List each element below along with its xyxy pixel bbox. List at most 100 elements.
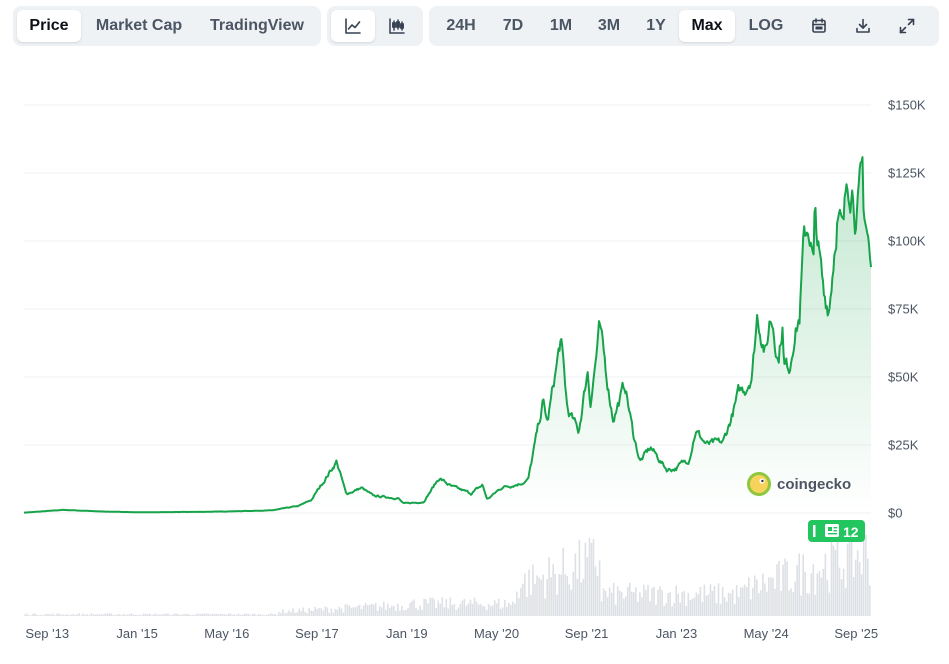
tab-price[interactable]: Price (17, 10, 81, 42)
volume-bar (612, 582, 615, 616)
volume-bar (725, 601, 728, 616)
candlestick-chart-icon[interactable] (375, 10, 419, 42)
volume-bar (491, 605, 494, 616)
price-series-line (23, 156, 872, 514)
volume-bar (572, 571, 575, 616)
volume-bar (842, 568, 845, 616)
volume-bar (754, 575, 756, 616)
download-icon[interactable] (841, 10, 885, 42)
volume-bar (756, 579, 758, 616)
volume-bar (526, 597, 528, 616)
volume-bar (145, 613, 147, 616)
volume-bar (637, 601, 639, 616)
volume-bar (574, 553, 577, 616)
volume-bar (746, 587, 748, 616)
volume-bar (514, 603, 516, 616)
volume-bar (508, 602, 510, 616)
volume-bar (824, 553, 827, 616)
volume-bar (449, 597, 452, 616)
volume-bar (50, 614, 52, 616)
metric-tabs: Price Market Cap TradingView (13, 6, 321, 46)
volume-bar (211, 613, 214, 616)
volume-bar (393, 606, 395, 616)
y-tick-label: $0 (888, 506, 902, 521)
volume-bar (768, 577, 770, 616)
volume-bar (415, 607, 417, 616)
volume-bar (828, 592, 831, 616)
volume-bar (677, 593, 679, 616)
volume-bar (407, 608, 409, 616)
volume-bar (233, 614, 236, 616)
volume-bar (856, 550, 859, 616)
volume-bar (286, 612, 288, 616)
volume-bar (483, 606, 486, 616)
volume-bar (229, 613, 232, 616)
volume-bar (30, 615, 32, 616)
coingecko-watermark: coingecko (747, 472, 851, 496)
volume-bar (691, 598, 694, 616)
range-3m[interactable]: 3M (597, 17, 621, 34)
volume-bar (183, 614, 185, 616)
volume-bar (171, 615, 173, 616)
volume-bar (104, 613, 107, 616)
volume-bar (790, 588, 792, 616)
volume-bar (469, 599, 472, 616)
volume-bar (409, 603, 411, 616)
range-max[interactable]: Max (679, 10, 735, 42)
volume-bar (74, 615, 76, 616)
volume-bar (620, 591, 623, 616)
newspaper-icon (825, 524, 839, 537)
volume-bar (487, 604, 490, 616)
volume-bar (822, 569, 825, 616)
volume-bar (124, 614, 127, 616)
volume-bar (42, 615, 44, 616)
volume-bar (792, 592, 794, 616)
volume-bar (770, 577, 772, 616)
volume-bar (151, 615, 153, 616)
volume-bar (251, 613, 254, 616)
volume-bar (437, 600, 439, 616)
coingecko-watermark-text: coingecko (777, 476, 851, 493)
volume-bar (475, 601, 478, 616)
range-24h[interactable]: 24H (446, 17, 476, 34)
volume-bar (457, 607, 460, 616)
range-7d[interactable]: 7D (502, 17, 524, 34)
range-1y[interactable]: 1Y (646, 17, 666, 34)
volume-bar (618, 590, 621, 616)
volume-bar (340, 608, 343, 616)
news-badge-divider (813, 525, 816, 537)
news-badge[interactable]: 12 (808, 520, 865, 542)
volume-bar (608, 587, 611, 616)
volume-bars (24, 525, 871, 616)
volume-bar (647, 584, 649, 616)
line-chart-icon[interactable] (331, 10, 375, 42)
volume-bar (623, 598, 625, 616)
log-scale-toggle[interactable]: LOG (748, 17, 784, 34)
volume-bar (727, 592, 730, 616)
tab-tradingview[interactable]: TradingView (210, 17, 304, 34)
calendar-icon[interactable] (797, 10, 841, 42)
volume-bar (643, 584, 645, 616)
volume-bar (653, 586, 655, 616)
volume-bar (417, 609, 419, 616)
volume-bar (34, 613, 36, 616)
volume-bar (854, 559, 857, 616)
volume-bar (858, 562, 861, 616)
volume-bar (473, 597, 476, 616)
tab-market-cap[interactable]: Market Cap (95, 17, 183, 34)
volume-bar (788, 590, 790, 616)
volume-bar (54, 615, 56, 616)
y-tick-label: $50K (888, 370, 919, 385)
range-1m[interactable]: 1M (549, 17, 573, 34)
volume-bar (750, 599, 752, 616)
expand-icon[interactable] (885, 10, 929, 42)
volume-bar (669, 592, 671, 616)
volume-bar (427, 603, 429, 616)
volume-bar (157, 615, 159, 616)
volume-bar (66, 614, 68, 616)
volume-bar (387, 603, 389, 616)
volume-bar (834, 549, 837, 616)
volume-bar (177, 614, 179, 616)
volume-bar (780, 590, 782, 616)
